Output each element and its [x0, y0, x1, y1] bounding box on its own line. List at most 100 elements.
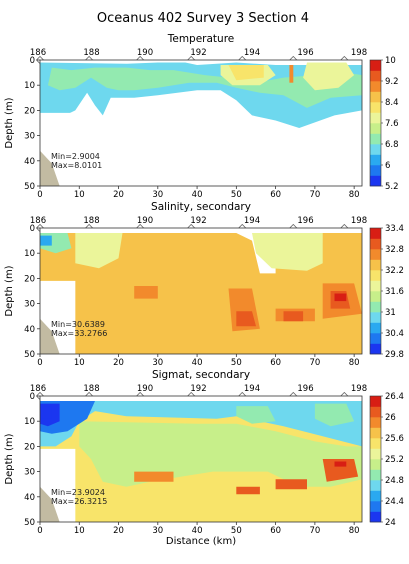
y-tick-label: 20 — [24, 442, 35, 452]
colorbar-segment — [370, 154, 381, 166]
colorbar-segment — [370, 133, 381, 145]
panel-2: Salinity, secondary 186 188 190 192 194 196 198… — [4, 201, 404, 368]
y-tick-label: 40 — [24, 157, 35, 167]
colorbar-segment — [370, 448, 381, 460]
y-tick-label: 30 — [24, 468, 35, 478]
y-tick-label: 10 — [24, 417, 35, 427]
colorbar-segment — [370, 406, 381, 418]
colorbar-segment — [370, 280, 381, 292]
station-label: 192 — [190, 384, 206, 394]
colorbar-tick-label: 26 — [385, 413, 396, 423]
x-tick-label: 40 — [192, 190, 203, 200]
y-tick-label: 10 — [24, 81, 35, 91]
contour-band — [236, 486, 260, 495]
colorbar-tick-label: 6 — [385, 161, 390, 171]
contour-band — [334, 293, 347, 302]
contour-band — [236, 311, 256, 327]
figure-title: Oceanus 402 Survey 3 Section 4 — [97, 11, 309, 26]
station-label: 192 — [190, 216, 206, 226]
colorbar-tick-label: 25.6 — [385, 434, 404, 444]
contour-band — [228, 65, 264, 81]
max-label: Max=33.2766 — [51, 329, 107, 338]
y-tick-label: 50 — [24, 518, 35, 528]
colorbar-segment — [370, 144, 381, 155]
colorbar-tick-label: 31.6 — [385, 287, 404, 297]
colorbar-segment — [370, 490, 381, 502]
y-axis-label: Depth (m) — [4, 433, 15, 484]
x-tick-label: 40 — [192, 526, 203, 536]
x-tick-label: 30 — [152, 190, 163, 200]
panel-title: Salinity, secondary — [151, 201, 251, 213]
station-label: 188 — [83, 384, 99, 394]
x-axis-label: Distance (km) — [166, 536, 236, 547]
colorbar-tick-label: 24.4 — [385, 497, 404, 507]
colorbar-segment — [370, 123, 381, 134]
colorbar-segment — [370, 259, 381, 271]
colorbar-segment — [370, 480, 381, 491]
colorbar-tick-label: 5.2 — [385, 182, 399, 192]
contour-band — [75, 233, 123, 269]
contour-band — [252, 233, 323, 271]
colorbar-tick-label: 29.8 — [385, 350, 404, 360]
station-label: 198 — [351, 48, 367, 58]
surface-blank — [40, 228, 362, 231]
colorbar-segment — [370, 60, 381, 71]
station-label: 190 — [137, 48, 153, 58]
colorbar-tick-label: 30.4 — [385, 329, 404, 339]
station-label: 188 — [83, 216, 99, 226]
contour-band — [289, 65, 294, 83]
x-tick-label: 20 — [113, 358, 124, 368]
station-label: 198 — [351, 216, 367, 226]
colorbar-segment — [370, 291, 381, 302]
x-tick-label: 60 — [270, 190, 281, 200]
contour-band — [236, 406, 276, 424]
plot-area — [40, 60, 362, 186]
colorbar-tick-label: 25.2 — [385, 455, 404, 465]
station-label: 198 — [351, 384, 367, 394]
y-tick-label: 50 — [24, 350, 35, 360]
colorbar-segment — [370, 228, 381, 239]
station-label: 196 — [297, 384, 313, 394]
y-tick-label: 10 — [24, 249, 35, 259]
station-label: 194 — [244, 384, 260, 394]
colorbar-segment — [370, 511, 381, 523]
contour-band — [40, 406, 52, 419]
station-label: 190 — [137, 384, 153, 394]
colorbar-segment — [370, 301, 381, 313]
x-tick-label: 0 — [37, 358, 42, 368]
x-tick-label: 20 — [113, 526, 124, 536]
x-tick-label: 60 — [270, 358, 281, 368]
x-tick-label: 60 — [270, 526, 281, 536]
y-tick-label: 0 — [30, 56, 35, 66]
contour-band — [79, 421, 362, 487]
x-tick-label: 70 — [309, 358, 320, 368]
panel-1: Temperature 186 188 190 192 194 196 198 Min=2.90… — [4, 33, 399, 200]
colorbar-segment — [370, 175, 381, 187]
colorbar-tick-label: 33.4 — [385, 224, 404, 234]
plot-frame — [39, 59, 363, 187]
y-axis-label: Depth (m) — [4, 97, 15, 148]
colorbar-tick-label: 7.6 — [385, 119, 399, 129]
min-label: Min=2.9004 — [51, 152, 100, 161]
y-tick-label: 50 — [24, 182, 35, 192]
colorbar-segment — [370, 238, 381, 250]
colorbar-segment — [370, 501, 381, 512]
seabed-land — [40, 150, 60, 186]
max-label: Max=8.0101 — [51, 161, 102, 170]
panel-title: Temperature — [167, 33, 235, 45]
colorbar-segment — [370, 70, 381, 82]
station-label: 186 — [30, 384, 46, 394]
y-axis-label: Depth (m) — [4, 265, 15, 316]
station-label: 194 — [244, 216, 260, 226]
surface-blank — [40, 60, 362, 63]
x-tick-label: 20 — [113, 190, 124, 200]
colorbar-tick-label: 24 — [385, 518, 396, 528]
y-tick-label: 40 — [24, 493, 35, 503]
plot-frame — [39, 395, 363, 523]
x-tick-label: 50 — [231, 526, 242, 536]
station-label: 192 — [190, 48, 206, 58]
x-tick-label: 50 — [231, 358, 242, 368]
y-tick-label: 40 — [24, 325, 35, 335]
seabed-land — [40, 318, 60, 354]
